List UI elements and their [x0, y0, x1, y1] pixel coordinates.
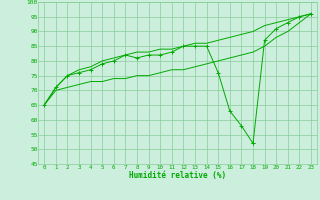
X-axis label: Humidité relative (%): Humidité relative (%) — [129, 171, 226, 180]
